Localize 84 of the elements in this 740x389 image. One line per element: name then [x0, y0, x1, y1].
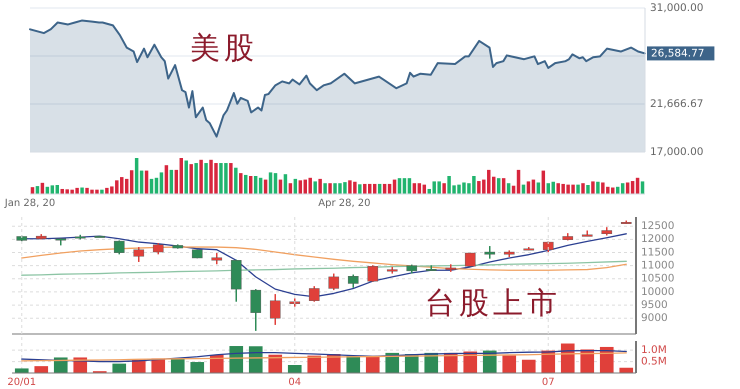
- bar: [288, 365, 302, 373]
- bar: [100, 190, 104, 194]
- bar: [318, 178, 322, 194]
- x-tick-label: 04: [288, 377, 302, 388]
- bar: [442, 183, 446, 194]
- y-tick-label: 12000: [641, 233, 674, 246]
- candlestick: [308, 285, 320, 302]
- bar: [294, 178, 298, 194]
- y-tick-label: 11500: [641, 246, 674, 258]
- bar: [378, 184, 382, 194]
- y-tick-label: 0.5M: [641, 355, 667, 368]
- bar: [596, 182, 600, 194]
- bar: [328, 183, 332, 194]
- y-tick-label: 31,000.00: [650, 2, 704, 14]
- candlestick: [211, 252, 222, 266]
- bar: [496, 178, 500, 194]
- bar: [234, 168, 238, 194]
- y-tick-label: 9500: [641, 298, 668, 311]
- y-tick-label: 11000: [641, 260, 674, 272]
- bar: [536, 182, 540, 194]
- candlestick: [348, 274, 359, 289]
- bar: [248, 176, 252, 194]
- line-series: [21, 350, 627, 362]
- bar: [506, 183, 510, 194]
- bar: [522, 360, 536, 373]
- bar: [190, 362, 204, 373]
- bar: [30, 187, 34, 194]
- x-tick-label: 07: [542, 377, 555, 388]
- bar: [144, 170, 148, 194]
- bar: [591, 181, 595, 194]
- candlestick: [250, 288, 262, 332]
- bar: [264, 180, 268, 194]
- bar: [313, 181, 317, 194]
- y-tick-label: 9000: [641, 312, 668, 324]
- bar: [366, 356, 380, 373]
- text: 台股上市: [425, 287, 561, 320]
- bar: [170, 170, 174, 194]
- y-tick-label: 21,666.67: [650, 98, 704, 110]
- bar: [184, 160, 188, 194]
- bar: [199, 160, 203, 194]
- annotation: 26,584.77: [651, 47, 704, 60]
- y-tick-label: 17,000.00: [650, 146, 704, 158]
- candlestick: [464, 252, 476, 268]
- bar: [112, 364, 126, 373]
- bar: [239, 173, 243, 194]
- y-tick-label: 1.0M: [641, 344, 667, 356]
- bar: [229, 163, 233, 194]
- bar: [284, 174, 288, 194]
- bar: [619, 368, 634, 373]
- candlestick: [328, 272, 340, 291]
- candlestick: [367, 264, 378, 283]
- x-tick-label: Apr 28, 20: [318, 198, 371, 209]
- bar: [288, 183, 292, 194]
- bar: [40, 182, 44, 194]
- bar: [244, 174, 248, 194]
- bar: [640, 181, 644, 194]
- line-series: [21, 260, 627, 276]
- y-tick-label: 10500: [641, 272, 674, 285]
- x-tick-label: 20/01: [7, 377, 36, 388]
- bar: [586, 185, 590, 194]
- line-series: [21, 352, 627, 362]
- bar: [502, 178, 506, 194]
- bar: [34, 366, 48, 373]
- x-tick-label: Jan 28, 20: [4, 198, 56, 209]
- y-tick-label: 12500: [641, 220, 674, 232]
- bar: [36, 186, 40, 194]
- candlestick: [270, 293, 281, 326]
- bar: [80, 188, 84, 194]
- bar: [189, 164, 193, 194]
- candlestick: [133, 246, 144, 263]
- bar: [204, 163, 208, 194]
- text: 美股: [190, 32, 258, 65]
- bar: [194, 163, 198, 194]
- candlestick: [484, 245, 496, 260]
- candlestick: [114, 240, 125, 256]
- bar: [502, 356, 516, 373]
- y-tick-label: 10000: [641, 286, 674, 298]
- candlestick: [152, 242, 164, 256]
- bar: [358, 184, 362, 194]
- bar: [576, 184, 580, 194]
- bar: [278, 180, 282, 194]
- bar: [542, 170, 546, 194]
- bar: [323, 183, 327, 194]
- bar: [164, 165, 168, 194]
